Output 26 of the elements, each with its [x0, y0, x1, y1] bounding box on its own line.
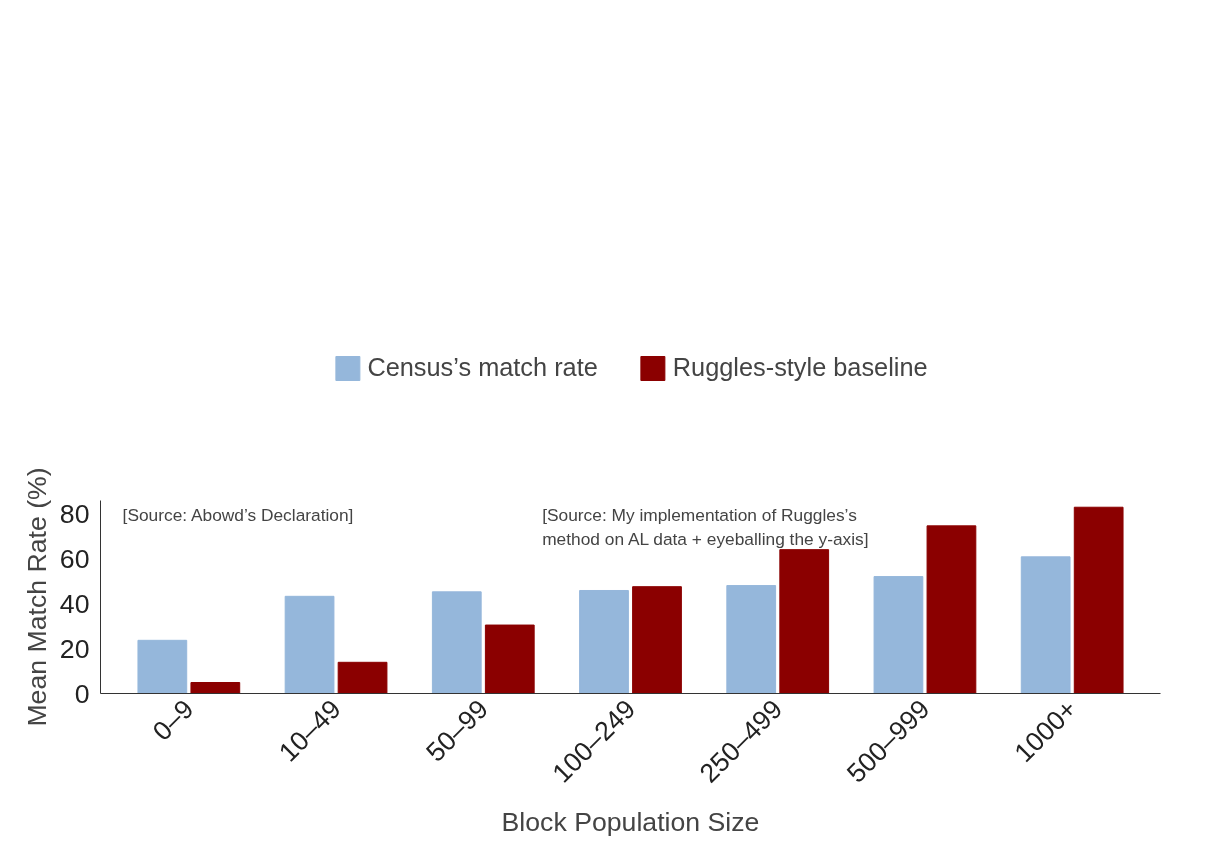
bar: [926, 525, 977, 694]
y-tick-label: 60: [59, 543, 90, 574]
y-tick-label: 80: [59, 498, 90, 529]
bar: [137, 639, 188, 694]
x-tick-label: 0–9: [146, 693, 200, 747]
bar: [726, 585, 777, 694]
legend-label: Census’s match rate: [367, 352, 598, 383]
bar: [484, 624, 535, 694]
y-tick-label: 40: [59, 588, 90, 619]
bar: [284, 595, 335, 694]
bar: [431, 591, 482, 694]
y-tick-label: 0: [74, 678, 90, 709]
bar: [1020, 556, 1071, 694]
y-axis-title: Mean Match Rate (%): [21, 467, 52, 727]
bar: [1073, 506, 1124, 694]
bar: [632, 586, 682, 694]
annotation: [Source: My implementation of Ruggles’s method on AL data + eyeballing the y-axis]: [542, 504, 869, 549]
legend-label: Ruggles-style baseline: [672, 352, 928, 383]
bar: [579, 589, 629, 694]
x-axis-title: Block Population Size: [501, 807, 760, 838]
bar: [779, 549, 830, 694]
annotation: [Source: Abowd’s Declaration]: [122, 504, 354, 525]
y-tick-label: 20: [59, 633, 90, 664]
bar: [190, 682, 241, 694]
bar: [873, 576, 924, 694]
bar: [337, 661, 388, 694]
